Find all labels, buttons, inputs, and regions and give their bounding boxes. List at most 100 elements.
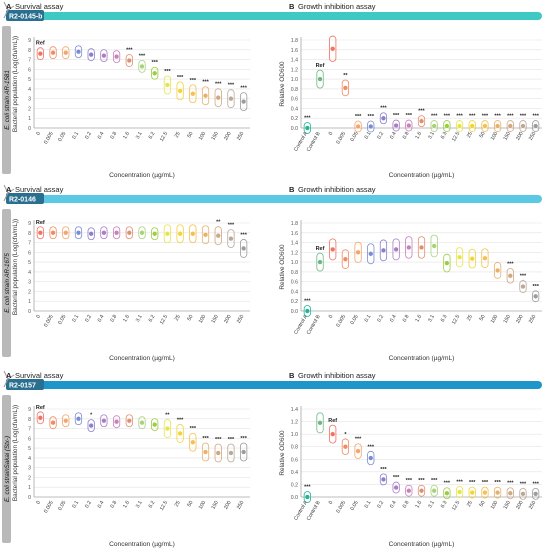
y-tick-label: 3 bbox=[28, 466, 31, 472]
data-point bbox=[393, 122, 399, 129]
panel-letter: B bbox=[289, 371, 295, 380]
data-point bbox=[482, 255, 488, 261]
compound-bar bbox=[14, 12, 542, 20]
data-point bbox=[152, 70, 158, 76]
x-tick-label: 250 bbox=[236, 131, 246, 142]
x-tick-label: 200 bbox=[223, 500, 233, 511]
significance-label: Ref bbox=[36, 405, 45, 411]
replicate-outline bbox=[227, 89, 235, 109]
data-point bbox=[444, 490, 450, 496]
data-point bbox=[482, 489, 488, 496]
y-tick-label: 1.2 bbox=[291, 420, 298, 426]
replicate-outline bbox=[430, 484, 438, 497]
x-tick-label: 250 bbox=[528, 131, 538, 142]
data-point bbox=[304, 308, 310, 314]
significance-label: *** bbox=[444, 481, 451, 487]
y-tick-label: 0 bbox=[28, 126, 31, 132]
significance-label: *** bbox=[482, 480, 489, 486]
significance-label: *** bbox=[228, 437, 235, 443]
data-point bbox=[406, 244, 412, 251]
data-point bbox=[418, 244, 425, 251]
replicate-outline bbox=[240, 239, 248, 258]
data-point bbox=[304, 125, 310, 131]
significance-label: *** bbox=[190, 426, 197, 432]
replicate-outline bbox=[100, 49, 108, 63]
replicate-outline bbox=[494, 120, 502, 132]
y-axis-label: Relative OD600 bbox=[279, 244, 286, 290]
replicate-outline bbox=[367, 243, 375, 265]
x-tick-label: 0.1 bbox=[71, 131, 80, 140]
significance-label: *** bbox=[507, 481, 514, 487]
data-point bbox=[202, 232, 209, 238]
y-tick-label: 0.6 bbox=[291, 457, 298, 463]
compound-tag bbox=[6, 10, 44, 21]
data-point bbox=[317, 76, 323, 82]
strain-sidebar bbox=[2, 209, 11, 357]
replicate-outline bbox=[87, 227, 95, 241]
y-tick-label: 2 bbox=[28, 289, 31, 295]
significance-label: *** bbox=[164, 69, 171, 75]
panel-letter: B bbox=[289, 185, 295, 194]
x-tick-label: 50 bbox=[186, 314, 194, 322]
x-tick-label: 0.8 bbox=[110, 131, 119, 140]
data-point bbox=[520, 491, 526, 497]
significance-label: *** bbox=[532, 284, 539, 290]
significance-label: *** bbox=[368, 114, 375, 120]
data-point bbox=[126, 57, 132, 64]
row-2: R2-0146 E. coli strain AR-1675 0 1 2 3 4 5 6 7 8 9 B… bbox=[2, 184, 542, 362]
replicate-outline bbox=[49, 226, 57, 240]
significance-label: *** bbox=[494, 114, 501, 120]
compound-name: R2-0145-b bbox=[9, 14, 42, 21]
x-tick-label: 6.2 bbox=[148, 131, 157, 140]
replicate-outline bbox=[468, 248, 476, 269]
y-tick-label: 1.8 bbox=[291, 38, 298, 44]
replicate-outline bbox=[316, 252, 324, 272]
molecule-icon bbox=[3, 370, 15, 388]
replicate-outline bbox=[240, 92, 248, 111]
replicate-outline bbox=[151, 227, 159, 241]
replicate-outline bbox=[303, 491, 311, 503]
replicate-outline bbox=[443, 120, 451, 132]
data-point bbox=[228, 450, 234, 456]
x-tick-label: 100 bbox=[198, 500, 208, 511]
x-tick-label: 100 bbox=[198, 314, 208, 325]
x-tick-label: 0.05 bbox=[350, 314, 360, 326]
significance-label: *** bbox=[215, 82, 222, 88]
x-tick-label: 0.1 bbox=[364, 131, 373, 140]
replicate-outline bbox=[112, 226, 121, 240]
replicate-outline bbox=[87, 419, 95, 433]
significance-label: * bbox=[344, 432, 347, 438]
significance-label: *** bbox=[190, 78, 197, 84]
significance-label: ** bbox=[343, 73, 348, 79]
y-tick-label: 9 bbox=[28, 38, 31, 44]
row-3: R2-0157 E. coli strainSakai (Stx-) 0 1 2 3 4 5 6… bbox=[2, 370, 542, 548]
y-tick-label: 8 bbox=[28, 48, 31, 54]
y-tick-label: 4 bbox=[28, 87, 31, 93]
significance-label: *** bbox=[393, 475, 400, 481]
panel-letter: B bbox=[289, 2, 295, 11]
significance-label: *** bbox=[177, 75, 184, 81]
y-tick-label: 1.2 bbox=[291, 67, 298, 73]
data-point bbox=[113, 419, 120, 425]
replicate-outline bbox=[303, 305, 311, 317]
significance-label: *** bbox=[177, 417, 184, 423]
replicate-outline bbox=[201, 442, 210, 462]
significance-label: Ref bbox=[36, 41, 45, 47]
replicate-outline bbox=[532, 290, 540, 303]
replicate-outline bbox=[341, 79, 349, 97]
data-point bbox=[126, 418, 132, 424]
data-point bbox=[368, 123, 374, 130]
replicate-outline bbox=[214, 443, 222, 463]
x-tick-label: 200 bbox=[515, 314, 525, 325]
data-point bbox=[533, 491, 539, 497]
x-tick-label: 0 bbox=[328, 500, 335, 506]
replicate-outline bbox=[494, 262, 502, 279]
replicate-outline bbox=[443, 253, 451, 273]
significance-label: *** bbox=[520, 481, 527, 487]
x-tick-label: 0.005 bbox=[43, 500, 55, 514]
compound-tag bbox=[6, 193, 44, 204]
y-tick-label: 0.8 bbox=[291, 87, 298, 93]
replicate-outline bbox=[481, 486, 489, 499]
replicate-outline bbox=[163, 224, 172, 244]
significance-label: *** bbox=[380, 467, 387, 473]
